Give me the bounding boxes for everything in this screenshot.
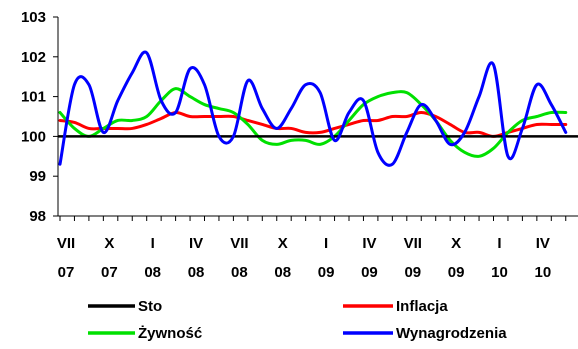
y-tick-label: 103: [21, 9, 46, 26]
series-line-wynagrodzenia: [58, 50, 568, 167]
x-tick-label-year: 08: [231, 264, 248, 281]
x-tick-label-year: 08: [144, 264, 161, 281]
x-tick-label-year: 09: [404, 264, 421, 281]
x-tick-label-year: 09: [361, 264, 378, 281]
y-tick-label: 100: [21, 128, 46, 145]
series-line-inflacja: [58, 111, 568, 138]
x-tick-label-month: IV: [362, 235, 376, 252]
x-tick-label-year: 09: [448, 264, 465, 281]
series-group: [58, 50, 578, 167]
x-tick-label-month: VII: [57, 235, 75, 252]
y-tick-label: 101: [21, 89, 46, 106]
x-tick-label-month: I: [151, 235, 155, 252]
x-tick-label-year: 07: [58, 264, 75, 281]
legend-label-wynagrodzenia: Wynagrodzenia: [396, 325, 507, 342]
series-line-zywnosc: [58, 87, 568, 158]
x-tick-label-year: 10: [491, 264, 508, 281]
x-tick-label-month: VII: [230, 235, 248, 252]
legend-label-inflacja: Inflacja: [396, 298, 448, 315]
plot-area: 98 99 100 101 102 103 VII 07 X 07 I 08 IV 08 VII 08 X 08 I…: [21, 9, 578, 281]
x-tick-label-year: 07: [101, 264, 118, 281]
y-tick-label: 102: [21, 49, 46, 66]
x-tick-label-month: IV: [189, 235, 203, 252]
x-tick-label-month: I: [324, 235, 328, 252]
x-tick-label-year: 10: [535, 264, 552, 281]
x-tick-label-month: I: [497, 235, 501, 252]
y-tick-label: 98: [29, 208, 46, 225]
x-tick-label-month: VII: [404, 235, 422, 252]
x-tick-label-month: X: [278, 235, 288, 252]
legend: Sto Inflacja Żywność Wynagrodzenia: [88, 298, 507, 342]
x-tick-label-year: 08: [274, 264, 291, 281]
legend-label-sto: Sto: [138, 298, 162, 315]
x-tick-label-month: X: [451, 235, 461, 252]
x-tick-label-month: IV: [536, 235, 550, 252]
x-tick-label-year: 09: [318, 264, 335, 281]
legend-label-zywnosc: Żywność: [138, 325, 202, 342]
y-tick-label: 99: [29, 168, 46, 185]
x-tick-label-month: X: [104, 235, 114, 252]
x-tick-label-year: 08: [188, 264, 205, 281]
